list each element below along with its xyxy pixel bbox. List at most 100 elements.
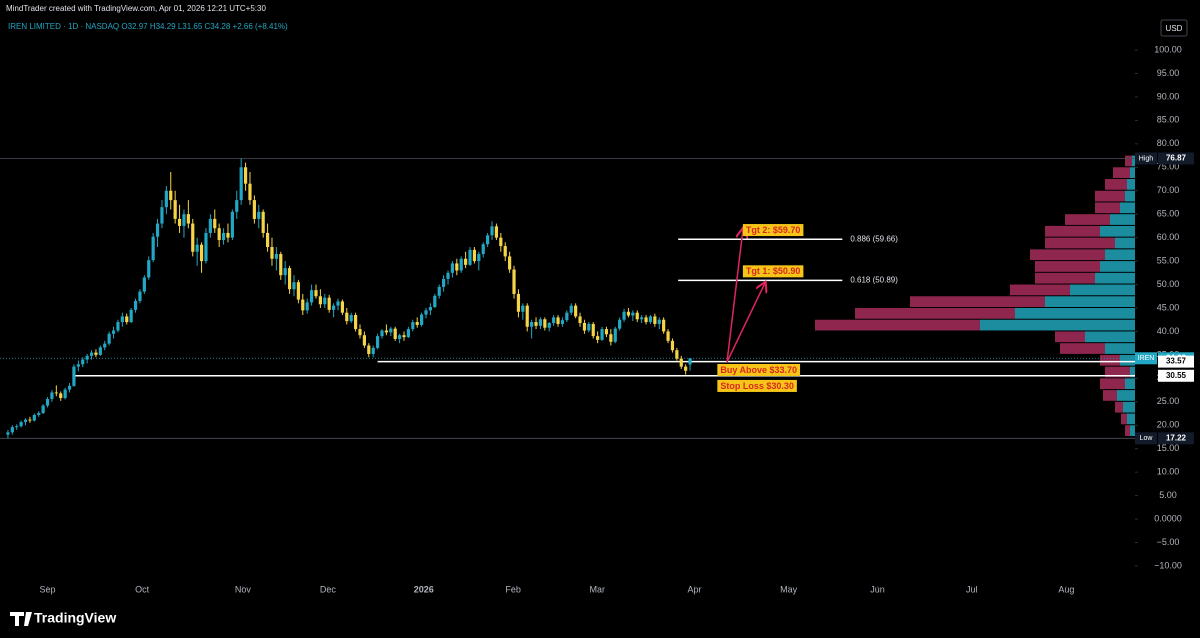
candle-body xyxy=(221,232,226,240)
candle-body xyxy=(125,316,129,323)
price-tag-name: IREN xyxy=(1138,355,1155,362)
profile-up xyxy=(1130,366,1135,378)
profile-up xyxy=(1070,284,1135,296)
candle-body xyxy=(574,305,578,317)
candle-body xyxy=(415,322,419,325)
candle-body xyxy=(428,307,433,311)
candle-body xyxy=(85,355,89,360)
candle-body xyxy=(349,315,353,322)
candle-body xyxy=(41,405,45,414)
candle-body xyxy=(177,218,182,226)
price-tag xyxy=(1158,355,1194,368)
x-tick-label: Jun xyxy=(870,584,885,594)
profile-up xyxy=(1105,249,1135,261)
candle-body xyxy=(640,317,644,320)
profile-up xyxy=(1120,354,1135,366)
y-tick-label: 15.00 xyxy=(1157,443,1180,453)
y-tick-label: 80.00 xyxy=(1157,138,1180,148)
candle-body xyxy=(631,312,635,316)
price-tag-value: 76.87 xyxy=(1166,154,1187,163)
candle-body xyxy=(406,329,411,338)
profile-up xyxy=(1127,413,1135,425)
y-tick-label: 25.00 xyxy=(1157,396,1180,406)
candle-body xyxy=(468,249,472,265)
candle-body xyxy=(622,311,626,320)
candle-body xyxy=(455,263,459,271)
candle-body xyxy=(217,228,221,240)
profile-down xyxy=(1010,284,1070,296)
profile-down xyxy=(1095,202,1120,214)
annotation: Stop Loss $30.30 xyxy=(720,381,794,391)
price-tag xyxy=(1158,369,1194,382)
candle-body xyxy=(204,232,208,262)
candle-body xyxy=(274,254,278,259)
x-tick-label: Feb xyxy=(505,584,521,594)
x-tick-label: Mar xyxy=(589,584,605,594)
currency[interactable]: USD xyxy=(1166,24,1183,33)
candle-body xyxy=(103,343,107,348)
candle-body xyxy=(340,301,344,313)
currency-button[interactable] xyxy=(1160,19,1188,37)
candle-body xyxy=(353,315,358,330)
profile-up xyxy=(1117,390,1135,401)
candle-body xyxy=(292,282,296,290)
price-tag-value: 33.57 xyxy=(1166,357,1187,366)
profile-up xyxy=(1130,425,1135,436)
candle-body xyxy=(331,305,336,310)
arrow xyxy=(726,229,743,363)
candle-body xyxy=(265,232,270,248)
candle-body xyxy=(116,322,120,331)
profile-down xyxy=(855,307,1015,319)
profile-up xyxy=(1105,343,1135,354)
candle-body xyxy=(446,272,450,279)
profile-up xyxy=(1127,179,1135,190)
candle-body xyxy=(604,329,609,335)
candle-body xyxy=(516,293,521,312)
candle-body xyxy=(486,235,490,245)
candle-body xyxy=(301,299,305,311)
candle-body xyxy=(45,398,50,406)
profile-up xyxy=(1123,401,1135,413)
candle-body xyxy=(688,358,692,365)
profile-down xyxy=(1100,354,1120,366)
profile-down xyxy=(1113,167,1130,179)
candle-body xyxy=(72,366,76,386)
candle-body xyxy=(59,393,63,399)
candle-body xyxy=(133,300,138,310)
x-tick-label: Aug xyxy=(1058,584,1074,594)
candle-body xyxy=(653,316,657,324)
y-tick-label: 40.00 xyxy=(1157,326,1180,336)
candle-body xyxy=(569,305,573,313)
candle-body xyxy=(89,352,94,356)
profile-up xyxy=(1115,237,1135,249)
candle-body xyxy=(327,297,331,310)
price-tag-name-box xyxy=(1135,152,1157,165)
header: MindTrader created with TradingView.com,… xyxy=(6,4,266,13)
profile-up xyxy=(1125,190,1135,202)
candle-body xyxy=(239,167,243,201)
candle-body xyxy=(199,244,204,262)
profile-down xyxy=(1100,378,1125,390)
candle-body xyxy=(393,328,397,339)
candle-body xyxy=(305,302,309,311)
y-tick-label: 85.00 xyxy=(1157,115,1180,125)
candle-body xyxy=(169,190,173,201)
candle-body xyxy=(578,316,582,324)
arrow xyxy=(726,283,765,363)
candle-body xyxy=(613,328,617,342)
overlay: 100.00 95.00 90.00 85.00 80.00 75.00 70.00 65.0… xyxy=(40,44,1194,594)
logo: TradingView xyxy=(34,610,116,626)
candle-body xyxy=(142,277,146,292)
price-tag-name-box xyxy=(1135,352,1157,365)
candle-body xyxy=(420,314,424,325)
price-tag xyxy=(1158,432,1194,445)
y-tick-label: 65.00 xyxy=(1157,209,1180,219)
candle-body xyxy=(521,305,525,312)
candle-body xyxy=(556,317,560,324)
y-tick-label: 50.00 xyxy=(1157,279,1180,289)
candle-body xyxy=(442,278,446,287)
y-tick-label: 0.0000 xyxy=(1154,513,1182,523)
profile-down xyxy=(1045,225,1100,237)
